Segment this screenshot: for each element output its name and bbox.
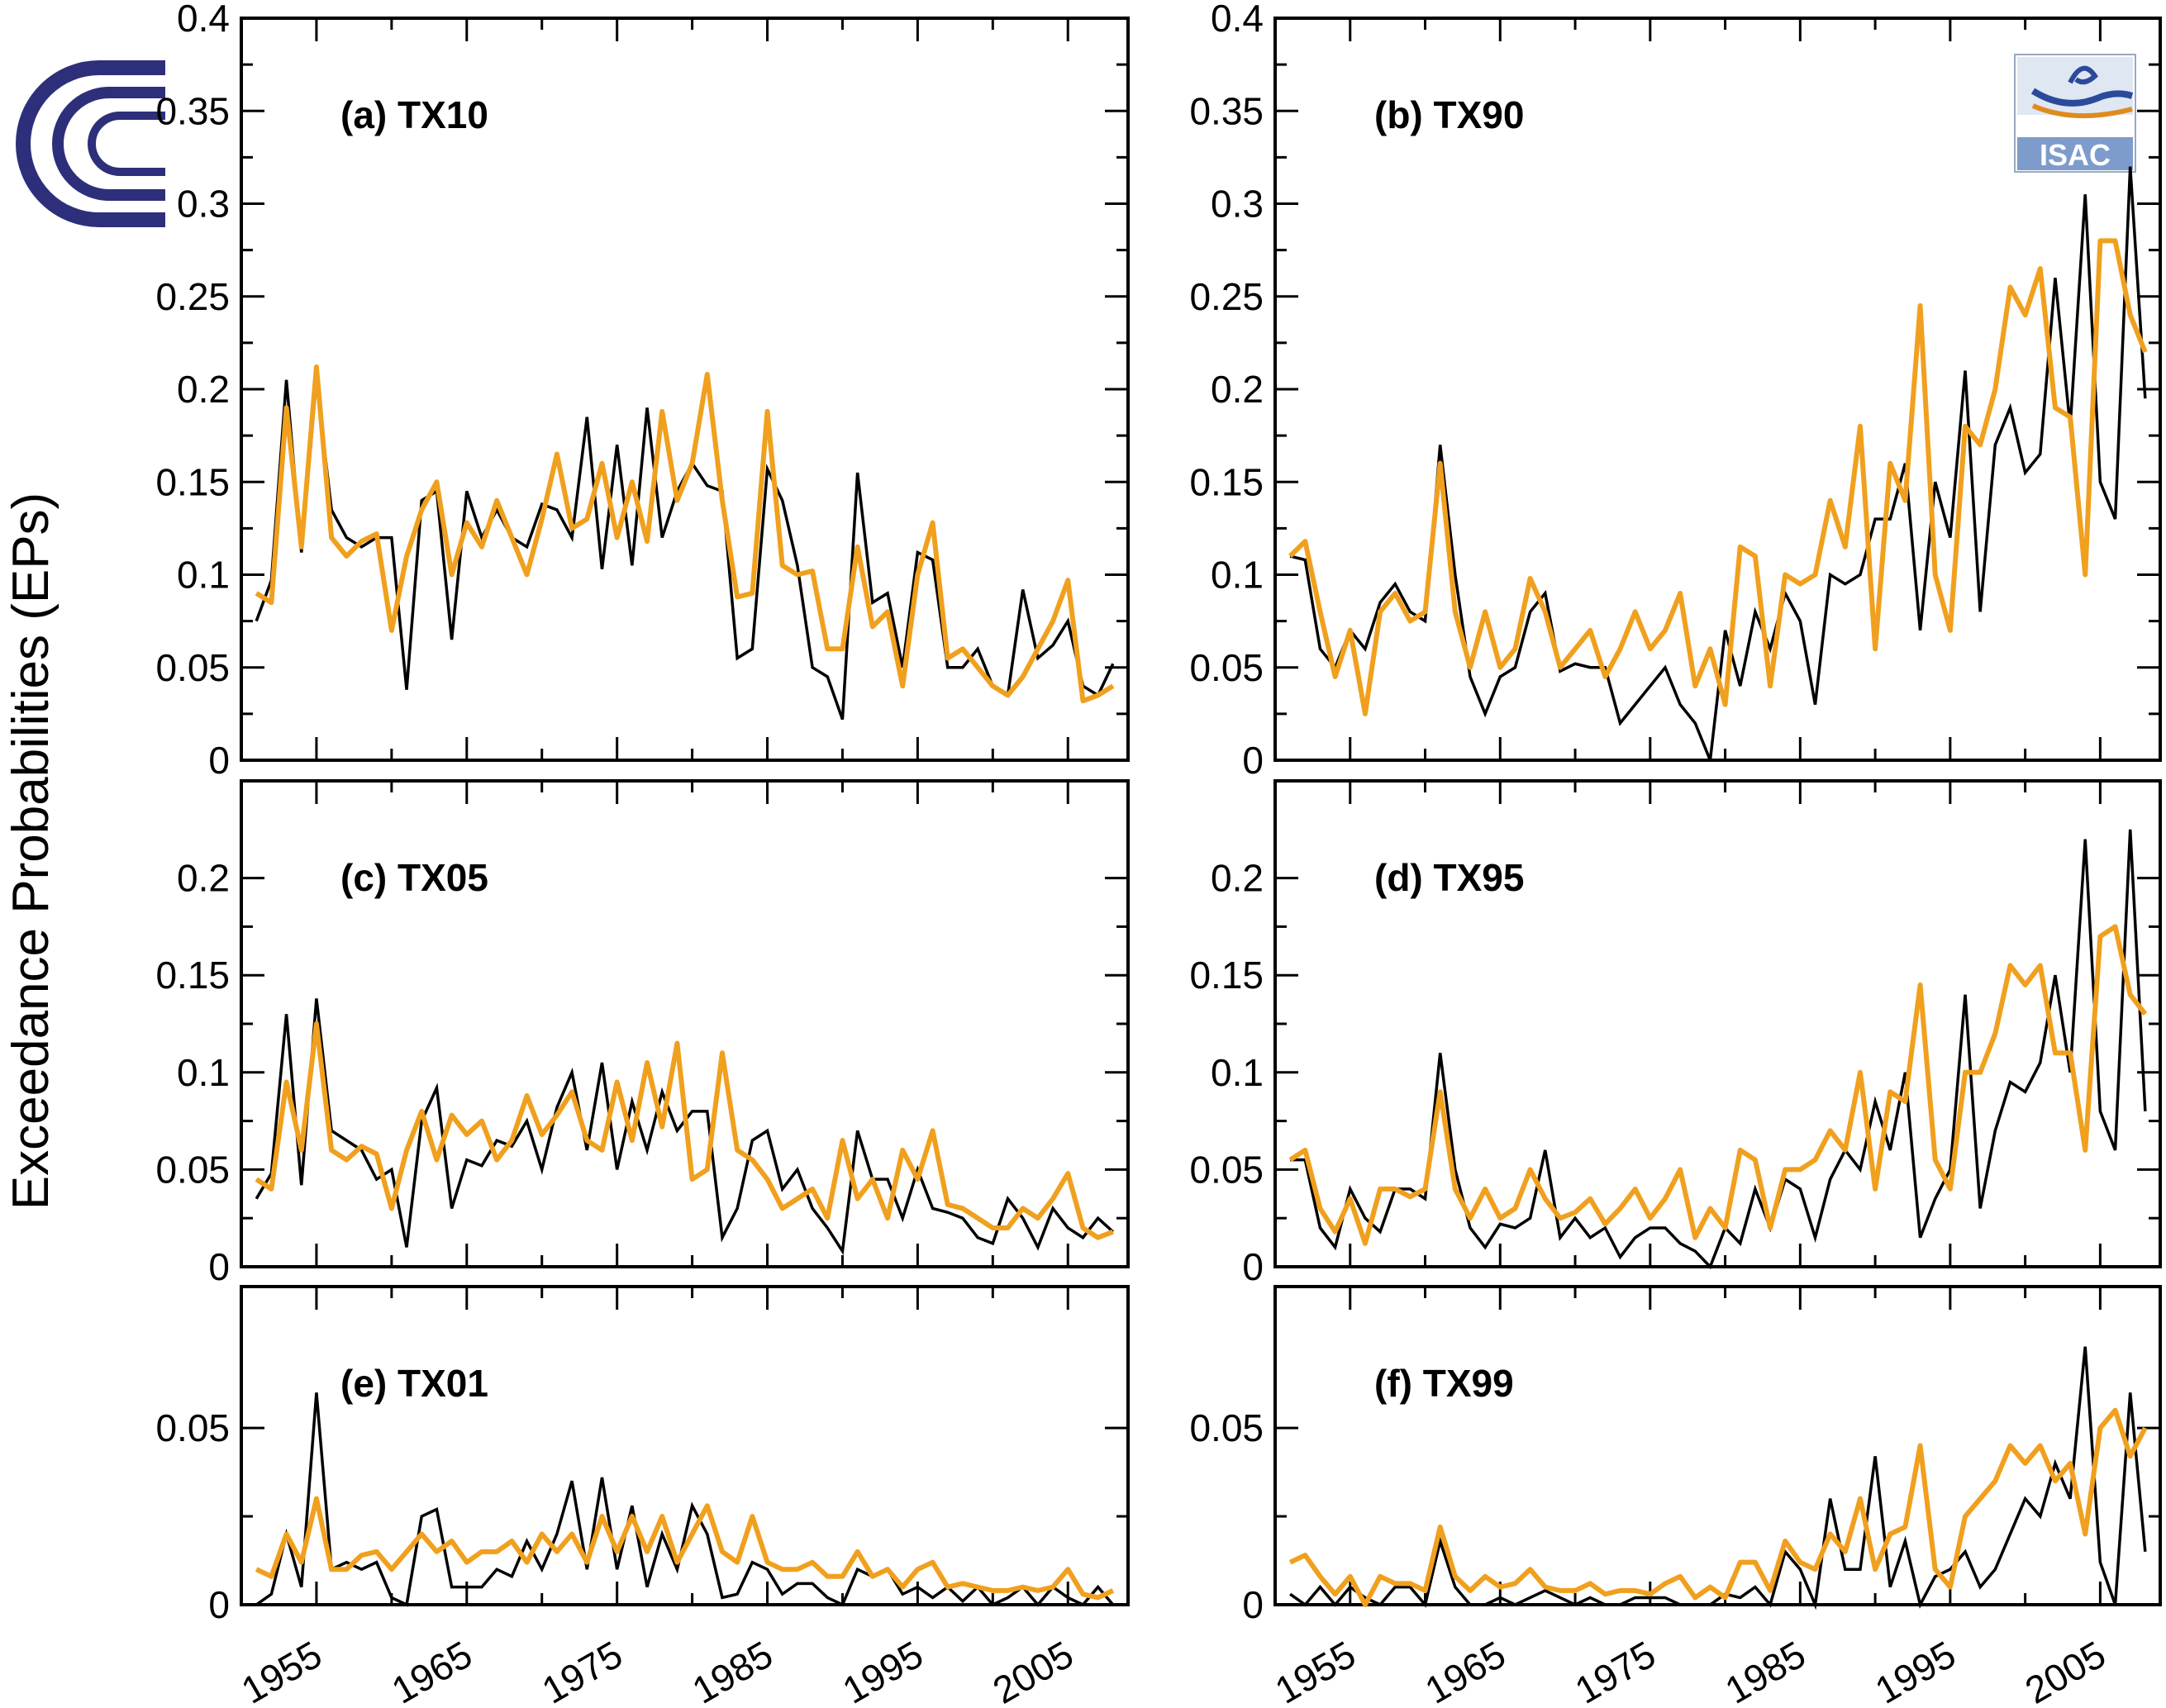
panel-title: (b) TX90 xyxy=(1374,93,1524,136)
y-tick-label: 0.15 xyxy=(155,954,230,997)
y-tick-label: 0.35 xyxy=(1189,89,1264,132)
y-axis-label: Exceedance Probabilities (EPs) xyxy=(2,492,60,1210)
x-tick-label: 1995 xyxy=(1868,1633,1963,1708)
plot-frame xyxy=(240,779,1130,1268)
panel-a-tx10: 0 0.05 0.1 0.15 0.2 0.25 0.3 0.35 0.4 (a) TX10 xyxy=(155,0,1130,782)
y-tick-label: 0.3 xyxy=(177,183,230,226)
y-tick-label: 0.05 xyxy=(1189,1148,1264,1191)
series-black-line xyxy=(1289,1346,2147,1610)
y-tick-label: 0.35 xyxy=(155,89,230,132)
y-tick-label: 0.15 xyxy=(1189,954,1264,997)
x-tick-label: 1975 xyxy=(535,1633,630,1708)
x-tick-label: 1965 xyxy=(384,1633,479,1708)
plot-frame xyxy=(1273,1285,2162,1606)
y-tick-label: 0.2 xyxy=(1211,857,1264,900)
x-tick-label: 2005 xyxy=(986,1633,1081,1708)
y-tick-label: 0.1 xyxy=(1211,554,1264,597)
x-tick-label: 2005 xyxy=(2018,1633,2113,1708)
y-tick-label: 0 xyxy=(208,1583,230,1626)
x-tick-label: 1975 xyxy=(1568,1633,1663,1708)
y-tick-label: 0.3 xyxy=(1211,183,1264,226)
panel-title: (d) TX95 xyxy=(1374,856,1524,899)
isac-logo-text: ISAC xyxy=(2040,138,2111,172)
y-tick-label: 0.1 xyxy=(177,1051,230,1094)
y-tick-label: 0.1 xyxy=(177,554,230,597)
panel-f-tx99: 0 0.05 1955 1965 1975 1985 1995 2005 (f) TX99 xyxy=(1189,1285,2162,1708)
y-tick-label: 0.05 xyxy=(1189,1406,1264,1449)
series-orange-line xyxy=(255,364,1115,704)
y-tick-label: 0.05 xyxy=(1189,646,1264,689)
x-tick-label: 1985 xyxy=(685,1633,780,1708)
y-tick-label: 0.25 xyxy=(155,275,230,318)
y-tick-label: 0.1 xyxy=(1211,1051,1264,1094)
y-tick-label: 0.2 xyxy=(1211,368,1264,411)
y-tick-label: 0.15 xyxy=(1189,460,1264,503)
y-tick-label: 0.15 xyxy=(155,460,230,503)
y-tick-label: 0 xyxy=(1242,739,1264,782)
series-orange-line xyxy=(1288,924,2148,1246)
panel-title: (c) TX05 xyxy=(340,856,488,899)
series-orange-line xyxy=(1288,238,2148,716)
y-tick-label: 0.25 xyxy=(1189,275,1264,318)
series-orange-line xyxy=(1288,1407,2148,1607)
y-tick-label: 0.2 xyxy=(177,368,230,411)
series-orange-line xyxy=(255,1496,1115,1601)
cnr-logo xyxy=(16,60,165,227)
panel-title: (f) TX99 xyxy=(1374,1362,1514,1405)
y-tick-label: 0 xyxy=(208,739,230,782)
panel-d-tx95: 0 0.05 0.1 0.15 0.2 (d) TX95 xyxy=(1189,779,2162,1288)
series-orange-line xyxy=(255,1021,1114,1240)
y-tick-label: 0.2 xyxy=(177,857,230,900)
y-tick-label: 0.05 xyxy=(155,1148,230,1191)
y-tick-label: 0 xyxy=(208,1245,230,1288)
y-tick-label: 0 xyxy=(1242,1245,1264,1288)
y-tick-label: 0 xyxy=(1242,1583,1264,1626)
x-tick-label: 1995 xyxy=(835,1633,931,1708)
series-black-line xyxy=(255,1392,1115,1607)
y-tick-label: 0.05 xyxy=(155,1406,230,1449)
panel-e-tx01: 0 0.05 1955 1965 1975 1985 1995 2005 (e) TX01 xyxy=(155,1285,1130,1708)
y-tick-label: 0.4 xyxy=(177,0,230,40)
panel-title: (a) TX10 xyxy=(340,93,488,136)
plot-frame xyxy=(240,1285,1130,1606)
x-tick-label: 1965 xyxy=(1418,1633,1513,1708)
x-tick-label: 1985 xyxy=(1718,1633,1813,1708)
panel-b-tx90: 0 0.05 0.1 0.15 0.2 0.25 0.3 0.35 0.4 (b) TX90 xyxy=(1189,0,2162,782)
panel-title: (e) TX01 xyxy=(340,1362,488,1405)
y-tick-label: 0.05 xyxy=(155,646,230,689)
panel-c-tx05: 0 0.05 0.1 0.15 0.2 (c) TX05 xyxy=(155,779,1130,1288)
y-tick-label: 0.4 xyxy=(1211,0,1264,40)
x-tick-label: 1955 xyxy=(1268,1633,1363,1708)
series-black-line xyxy=(255,379,1115,721)
x-tick-label: 1955 xyxy=(234,1633,329,1708)
isac-logo: ISAC xyxy=(2014,54,2136,173)
